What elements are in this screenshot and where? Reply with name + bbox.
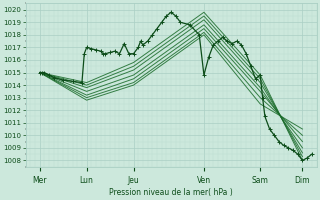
X-axis label: Pression niveau de la mer( hPa ): Pression niveau de la mer( hPa ): [109, 188, 233, 197]
